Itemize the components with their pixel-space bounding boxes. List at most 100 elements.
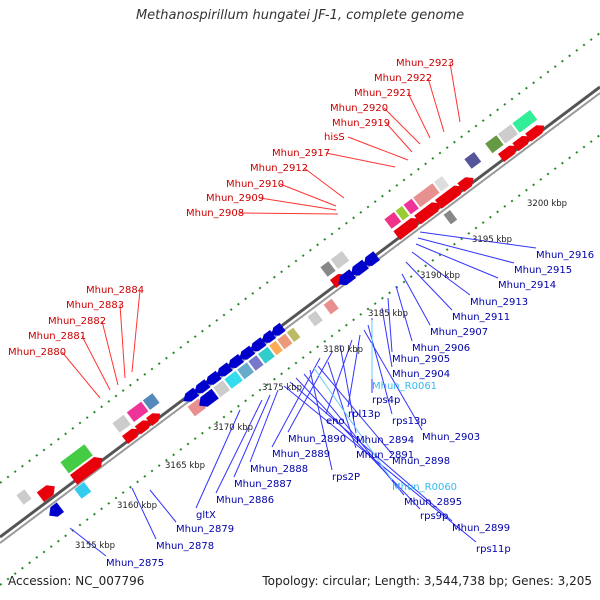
- gene-reverse: [213, 380, 230, 398]
- tick-label: 3160 kbp: [117, 501, 157, 511]
- leader-line: [401, 273, 431, 326]
- leader-line: [303, 167, 345, 199]
- gene-forward: [70, 457, 103, 485]
- leader-line: [339, 344, 357, 434]
- leader-line: [313, 367, 393, 481]
- accession-label: Accession: NC_007796: [8, 574, 145, 588]
- tick-label: 3190 kbp: [420, 271, 460, 281]
- gene-reverse: [199, 388, 219, 407]
- backbone-inner: [0, 92, 600, 544]
- gene-forward: [525, 125, 545, 142]
- leader-line: [287, 351, 333, 433]
- gene-label: Mhun_2878: [156, 541, 214, 552]
- gene-forward: [435, 185, 463, 209]
- leader-line: [317, 365, 393, 455]
- gene-features: [16, 110, 545, 517]
- gene-label: Mhun_2905: [392, 354, 450, 365]
- leader-line: [309, 369, 333, 471]
- gene-label: Mhun_2916: [536, 250, 594, 261]
- leader-line: [119, 304, 126, 379]
- leader-line: [381, 307, 393, 368]
- gene-reverse: [269, 340, 283, 356]
- gene-forward: [403, 198, 419, 215]
- leader-line: [387, 297, 393, 353]
- gene-forward: [112, 414, 131, 433]
- leader-line: [279, 183, 337, 207]
- leader-line: [69, 527, 107, 557]
- gene-reverse: [443, 210, 458, 225]
- gene-label: Mhun_2889: [272, 449, 330, 460]
- leader-line: [325, 152, 396, 168]
- leader-line: [419, 231, 537, 249]
- gene-label: Mhun_2914: [498, 280, 556, 291]
- leader-line: [395, 285, 413, 342]
- leader-line: [295, 377, 421, 510]
- gene-forward: [498, 124, 518, 144]
- gene-label: Mhun_2911: [452, 312, 510, 323]
- leader-line: [415, 243, 499, 279]
- tick-label: 3180 kbp: [323, 345, 363, 355]
- gene-reverse: [258, 346, 275, 364]
- gene-label: Mhun_2899: [452, 523, 510, 534]
- gene-label: Mhun_R0060: [392, 482, 457, 493]
- gene-reverse: [261, 330, 276, 343]
- gene-reverse: [224, 370, 243, 389]
- gene-label: Mhun_R0061: [372, 381, 437, 392]
- gene-label: Mhun_2906: [412, 343, 470, 354]
- gene-forward: [134, 420, 151, 435]
- leader-line: [249, 389, 279, 463]
- gene-label: eno: [326, 416, 345, 427]
- gene-reverse: [271, 322, 286, 336]
- label-leaders: [61, 62, 537, 557]
- gene-forward: [60, 444, 93, 474]
- gene-label: Mhun_2915: [514, 265, 572, 276]
- leader-line: [405, 261, 453, 311]
- topology-label: Topology: circular; Length: 3,544,738 bp…: [262, 574, 592, 588]
- gene-forward: [512, 136, 530, 152]
- gene-forward: [146, 413, 161, 426]
- gene-forward: [393, 218, 420, 240]
- leader-line: [363, 329, 423, 431]
- leader-line: [81, 335, 111, 391]
- gene-forward: [384, 212, 402, 229]
- leader-line: [449, 62, 461, 123]
- gene-forward: [464, 152, 482, 169]
- gene-label: Mhun_2898: [392, 456, 450, 467]
- leader-line: [259, 197, 337, 211]
- gene-forward: [457, 177, 474, 192]
- gene-forward: [126, 401, 149, 422]
- gene-label: Mhun_2919: [332, 118, 390, 129]
- leader-line: [101, 320, 119, 386]
- leader-line: [385, 122, 413, 153]
- gene-reverse: [49, 502, 64, 517]
- gene-forward: [414, 202, 440, 225]
- leader-line: [289, 381, 453, 522]
- gene-label: Mhun_2913: [470, 297, 528, 308]
- gene-forward: [16, 489, 32, 505]
- gene-label: Mhun_2881: [28, 331, 86, 342]
- gene-forward: [485, 135, 504, 154]
- gene-reverse: [248, 355, 264, 371]
- leader-line: [411, 251, 471, 296]
- gene-label: Mhun_2888: [250, 464, 308, 475]
- leader-line: [195, 409, 241, 509]
- gene-label: Mhun_2883: [66, 300, 124, 311]
- gene-forward: [320, 261, 336, 277]
- tick-label: 3185 kbp: [368, 309, 408, 319]
- gene-label: Mhun_2920: [330, 103, 388, 114]
- gene-forward: [36, 485, 55, 502]
- leader-line: [239, 212, 339, 215]
- gene-reverse: [323, 298, 339, 315]
- gene-label: Mhun_2880: [8, 347, 66, 358]
- gene-label: Mhun_2894: [356, 435, 414, 446]
- gene-label: rps13p: [392, 416, 427, 427]
- gene-label: Mhun_2908: [186, 208, 244, 219]
- gene-label: Mhun_2909: [206, 193, 264, 204]
- leader-line: [215, 399, 263, 494]
- leader-line: [233, 394, 271, 478]
- leader-line: [347, 334, 361, 408]
- gene-label: Mhun_2895: [404, 497, 462, 508]
- gene-forward: [512, 110, 538, 133]
- gene-label: hisS: [324, 132, 345, 143]
